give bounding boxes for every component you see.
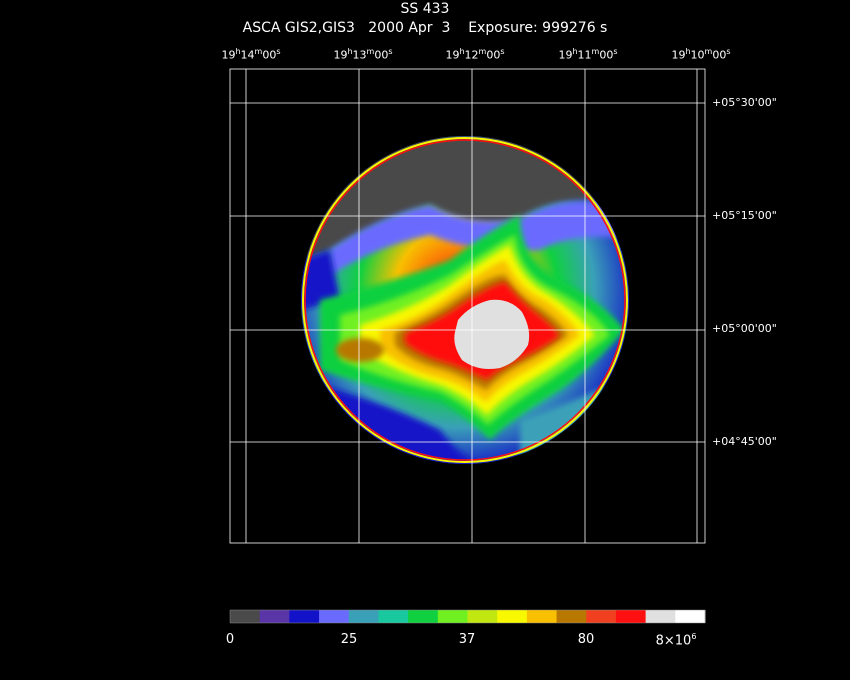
- image-subtitle: ASCA GIS2,GIS3 2000 Apr 3 Exposure: 9992…: [0, 20, 850, 36]
- ra-tick-label: 19h12m00s: [445, 47, 505, 62]
- colorbar-label: 25: [340, 632, 358, 647]
- ra-tick-label: 19h11m00s: [558, 47, 618, 62]
- colorbar-swatch: [348, 610, 379, 623]
- dec-tick-label: +05°15'00": [712, 209, 777, 222]
- image-title: SS 433: [400, 1, 450, 17]
- colorbar-swatch: [615, 610, 647, 623]
- colorbar-swatch: [230, 610, 261, 623]
- coordinate-grid: [229, 68, 706, 544]
- colorbar-swatch: [319, 610, 350, 623]
- colorbar-swatch: [408, 610, 439, 623]
- colorbar-label: 0: [225, 632, 235, 647]
- colorbar-outline: [229, 609, 706, 624]
- exposure-label: Exposure: 999276 s: [468, 20, 608, 36]
- colorbar-swatch: [378, 610, 409, 623]
- colorbar-label: 37: [458, 632, 476, 647]
- dec-tick-label: +05°30'00": [712, 96, 777, 109]
- colorbar-swatch: [259, 610, 290, 623]
- instrument-label: ASCA GIS2,GIS3: [242, 20, 355, 36]
- ra-tick-label: 19h10m00s: [671, 47, 731, 62]
- detector-field: [301, 136, 629, 464]
- colorbar: [229, 609, 706, 624]
- colorbar-swatch: [497, 610, 528, 623]
- ra-tick-label: 19h13m00s: [333, 47, 393, 62]
- dec-tick-label: +04°45'00": [712, 435, 777, 448]
- colorbar-swatch: [586, 610, 617, 623]
- colorbar-swatch: [467, 610, 498, 623]
- colorbar-swatch: [675, 610, 706, 623]
- colorbar-label: 8×106: [655, 632, 697, 649]
- colorbar-swatch: [289, 610, 320, 623]
- ra-tick-label: 19h14m00s: [221, 47, 281, 62]
- colorbar-swatch: [526, 610, 558, 623]
- observation-date: 2000 Apr 3: [368, 20, 451, 36]
- dec-tick-label: +05°00'00": [712, 322, 777, 335]
- colorbar-swatch: [437, 610, 468, 623]
- colorbar-swatch: [645, 610, 676, 623]
- colorbar-label: 80: [577, 632, 595, 647]
- colorbar-swatch: [556, 610, 587, 623]
